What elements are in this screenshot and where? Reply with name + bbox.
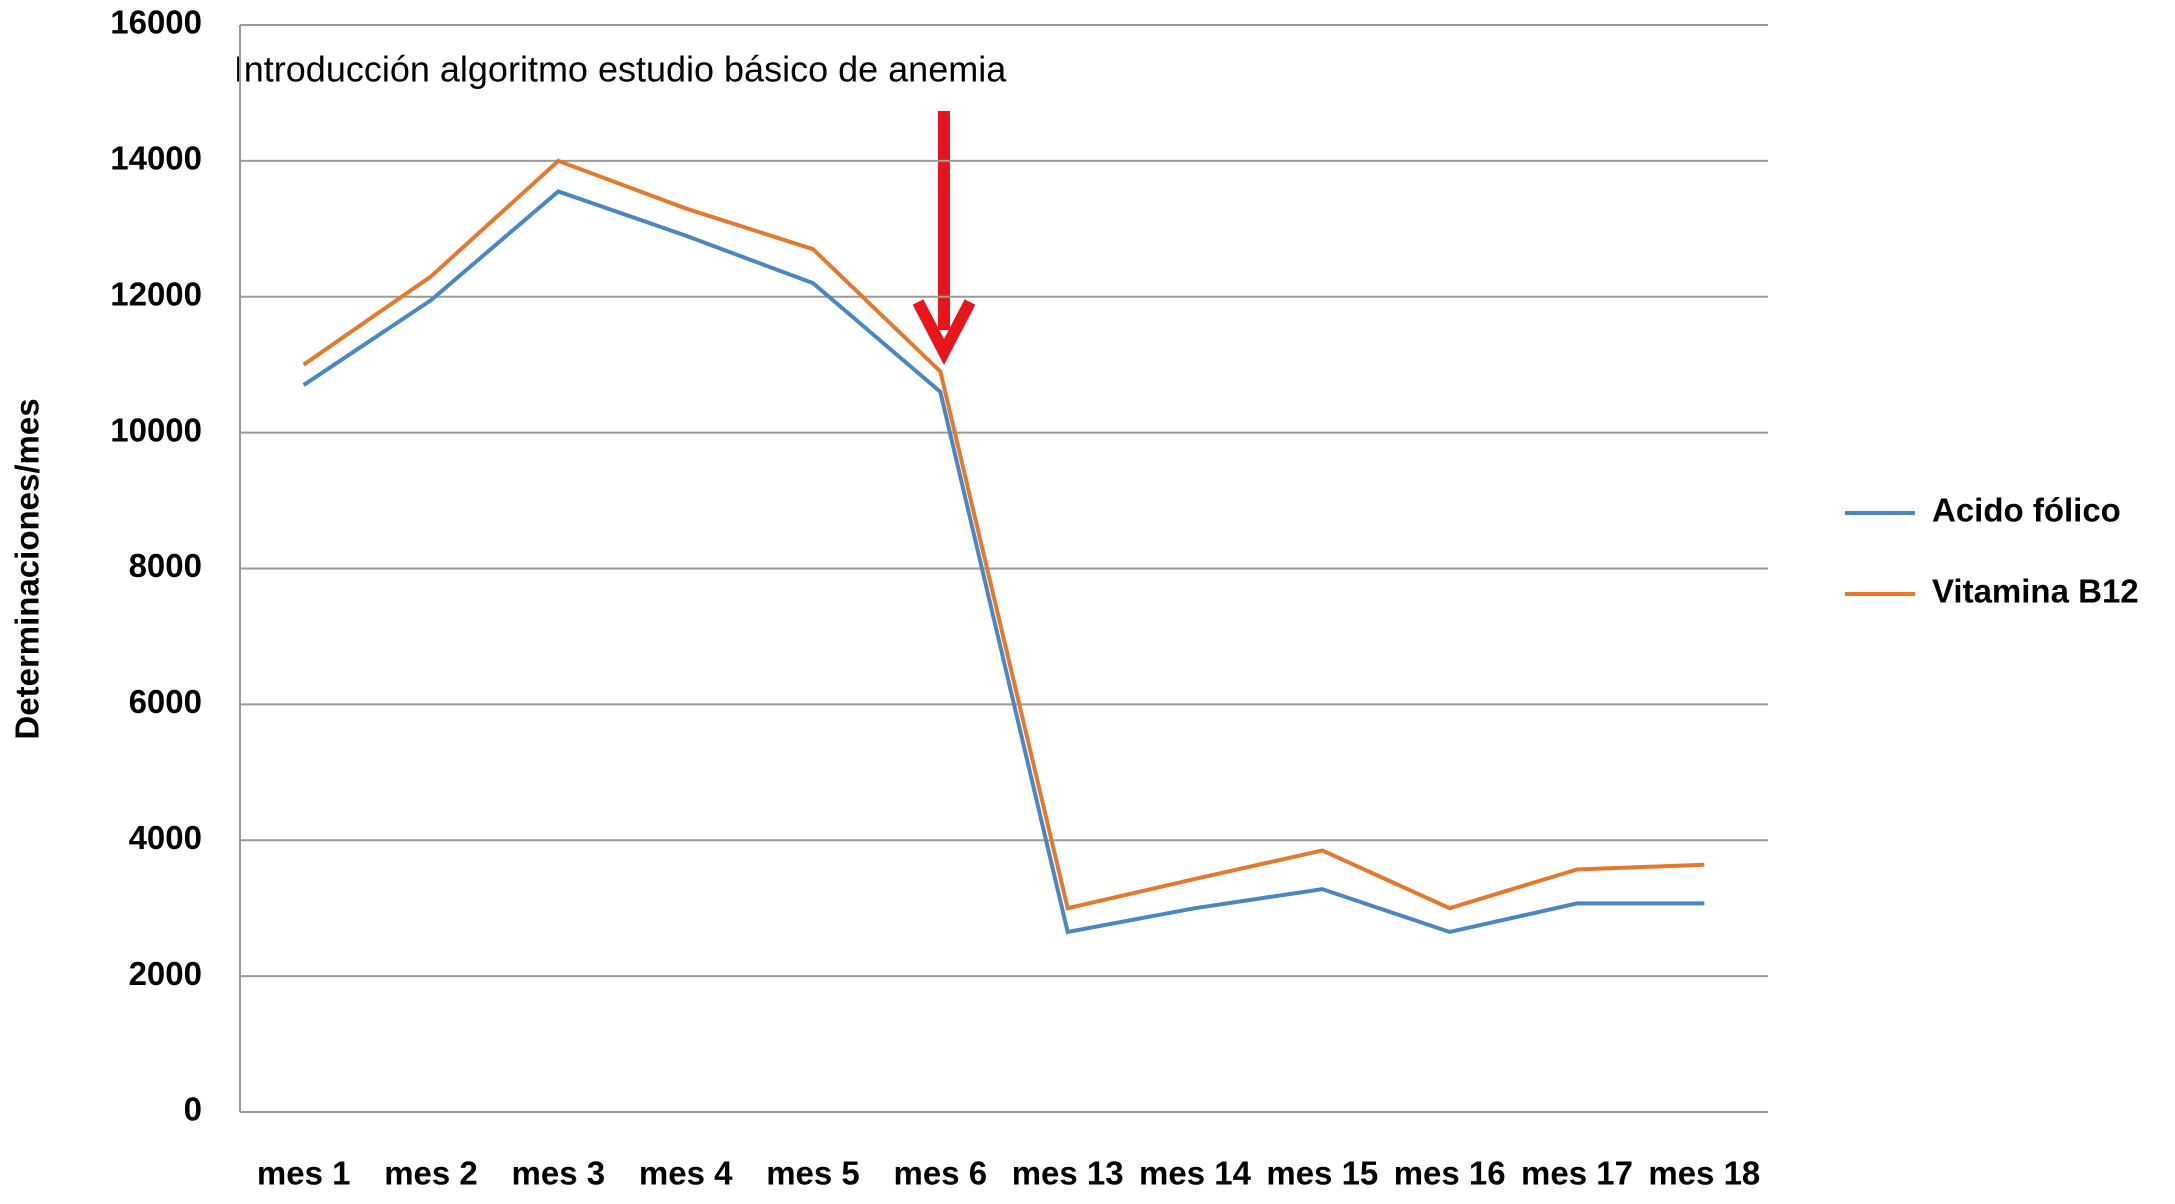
- y-tick-label: 10000: [110, 411, 202, 448]
- y-tick-label: 2000: [129, 955, 202, 992]
- series-line: [302, 189, 1705, 935]
- x-tick-label: mes 3: [512, 1155, 606, 1192]
- x-tick-label: mes 17: [1521, 1155, 1633, 1192]
- x-tick-label: mes 5: [766, 1155, 860, 1192]
- x-tick-label: mes 2: [384, 1155, 478, 1192]
- x-tick-label: mes 16: [1394, 1155, 1506, 1192]
- y-axis-label: Determinaciones/mes: [9, 398, 46, 739]
- legend-label: Vitamina B12: [1932, 573, 2139, 610]
- x-tick-label: mes 14: [1139, 1155, 1252, 1192]
- x-tick-label: mes 13: [1012, 1155, 1124, 1192]
- x-tick-label: mes 15: [1266, 1155, 1378, 1192]
- x-tick-label: mes 6: [894, 1155, 988, 1192]
- y-tick-label: 8000: [129, 547, 202, 584]
- annotation: Introducción algoritmo estudio básico de…: [234, 49, 1007, 90]
- y-tick-label: 12000: [110, 275, 202, 312]
- x-tick-label: mes 4: [639, 1155, 733, 1192]
- y-tick-label: 16000: [110, 4, 202, 41]
- y-tick-label: 4000: [129, 819, 202, 856]
- y-tick-label: 14000: [110, 140, 202, 177]
- annotation-arrow: [912, 111, 976, 366]
- series-line: [302, 158, 1705, 911]
- legend-label: Acido fólico: [1932, 492, 2121, 529]
- y-tick-label: 0: [184, 1091, 202, 1128]
- y-tick-label: 6000: [129, 683, 202, 720]
- x-tick-label: mes 18: [1648, 1155, 1760, 1192]
- x-tick-label: mes 1: [257, 1155, 351, 1192]
